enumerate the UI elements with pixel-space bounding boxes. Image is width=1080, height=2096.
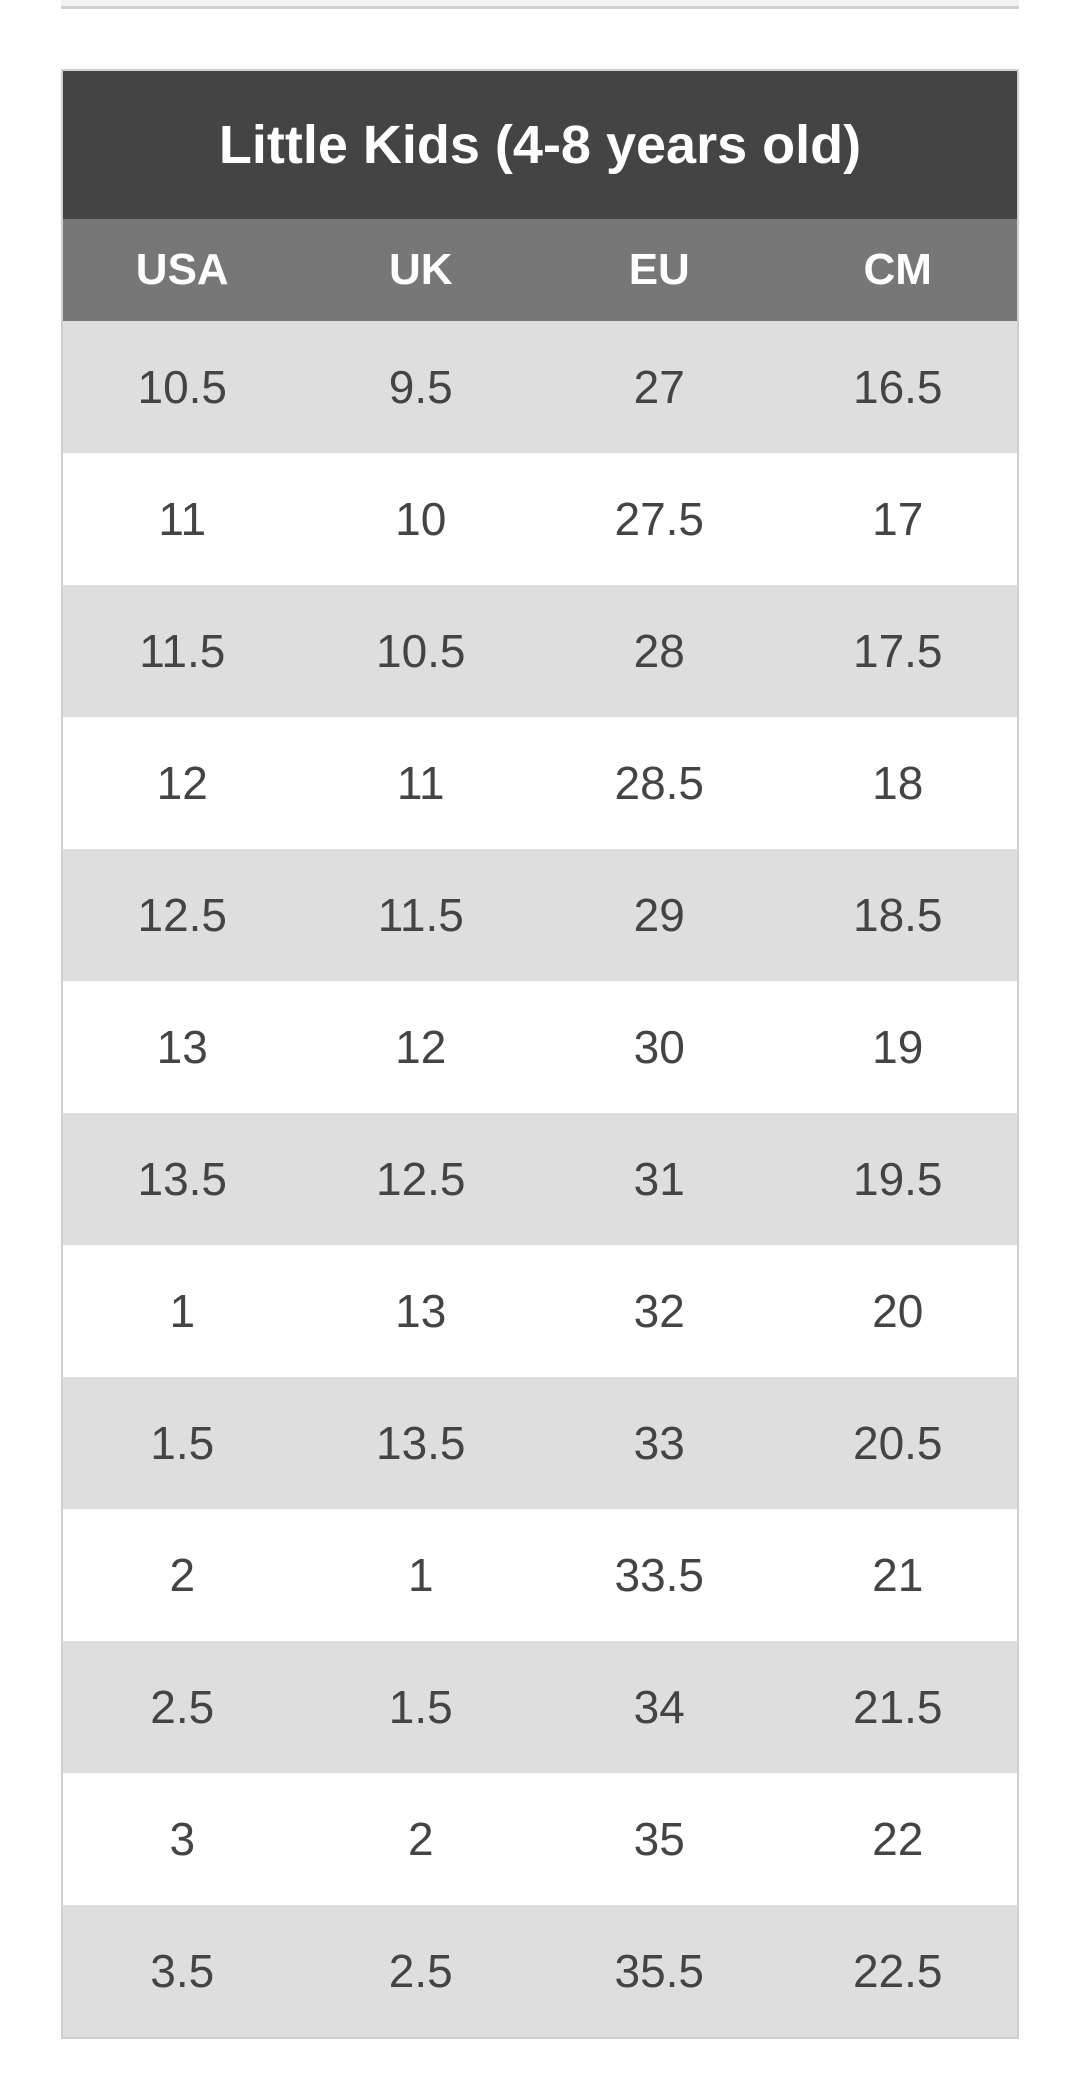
cell-uk: 1.5 — [388, 1681, 453, 1733]
table-row: 13 12 30 19 — [63, 981, 1017, 1113]
cell-usa: 10.5 — [137, 361, 228, 413]
cell-usa: 12 — [156, 757, 208, 809]
cell-uk: 13.5 — [375, 1417, 466, 1469]
cell-eu: 34 — [633, 1681, 685, 1733]
cell-usa: 11.5 — [139, 625, 226, 677]
cell-usa: 2 — [169, 1549, 196, 1601]
table-title: Little Kids (4-8 years old) — [63, 71, 1017, 219]
cell-eu: 30 — [633, 1021, 685, 1073]
table-row: 3 2 35 22 — [63, 1773, 1017, 1905]
table-row: 12.5 11.5 29 18.5 — [63, 849, 1017, 981]
column-header-usa: USA — [135, 245, 229, 294]
previous-table-bottom-edge — [61, 0, 1019, 9]
table-row: 2 1 33.5 21 — [63, 1509, 1017, 1641]
cell-eu: 28 — [633, 625, 685, 677]
cell-uk: 9.5 — [388, 361, 453, 413]
cell-usa: 1 — [169, 1285, 196, 1337]
cell-cm: 20.5 — [852, 1417, 943, 1469]
cell-cm: 20 — [872, 1285, 924, 1337]
cell-usa: 13.5 — [137, 1153, 228, 1205]
column-header-row: USA UK EU CM — [63, 219, 1017, 321]
cell-cm: 17 — [872, 493, 924, 545]
cell-usa: 3 — [169, 1813, 196, 1865]
column-header-cm: CM — [863, 245, 932, 294]
cell-eu: 35.5 — [614, 1945, 705, 1997]
cell-eu: 29 — [633, 889, 685, 941]
cell-uk: 12.5 — [375, 1153, 466, 1205]
table-row: 11 10 27.5 17 — [63, 453, 1017, 585]
size-chart-table: Little Kids (4-8 years old) USA UK EU CM… — [61, 69, 1019, 2039]
cell-cm: 22 — [872, 1813, 924, 1865]
column-header-eu: EU — [628, 245, 690, 294]
table-row: 2.5 1.5 34 21.5 — [63, 1641, 1017, 1773]
cell-usa: 12.5 — [137, 889, 228, 941]
cell-uk: 1 — [407, 1549, 434, 1601]
table-row: 1 13 32 20 — [63, 1245, 1017, 1377]
cell-cm: 19.5 — [852, 1153, 943, 1205]
cell-usa: 1.5 — [150, 1417, 215, 1469]
table-row: 13.5 12.5 31 19.5 — [63, 1113, 1017, 1245]
cell-usa: 11 — [158, 493, 207, 545]
cell-eu: 35 — [633, 1813, 685, 1865]
cell-usa: 13 — [156, 1021, 208, 1073]
cell-eu: 33.5 — [614, 1549, 705, 1601]
cell-eu: 32 — [633, 1285, 685, 1337]
table-row: 3.5 2.5 35.5 22.5 — [63, 1905, 1017, 2037]
cell-uk: 13 — [395, 1285, 447, 1337]
cell-cm: 21.5 — [852, 1681, 943, 1733]
cell-uk: 11 — [396, 757, 445, 809]
cell-uk: 11.5 — [377, 889, 464, 941]
cell-cm: 18.5 — [852, 889, 943, 941]
table-row: 11.5 10.5 28 17.5 — [63, 585, 1017, 717]
cell-eu: 27.5 — [614, 493, 705, 545]
table-row: 12 11 28.5 18 — [63, 717, 1017, 849]
cell-uk: 2.5 — [388, 1945, 453, 1997]
cell-cm: 21 — [872, 1549, 924, 1601]
column-header-uk: UK — [388, 245, 453, 294]
cell-cm: 18 — [872, 757, 924, 809]
cell-cm: 16.5 — [852, 361, 943, 413]
table-row: 10.5 9.5 27 16.5 — [63, 321, 1017, 453]
cell-usa: 3.5 — [150, 1945, 215, 1997]
cell-uk: 12 — [395, 1021, 447, 1073]
cell-uk: 10.5 — [375, 625, 466, 677]
cell-eu: 27 — [633, 361, 685, 413]
cell-eu: 31 — [633, 1153, 685, 1205]
cell-uk: 2 — [407, 1813, 434, 1865]
cell-usa: 2.5 — [150, 1681, 215, 1733]
cell-eu: 33 — [633, 1417, 685, 1469]
cell-eu: 28.5 — [614, 757, 705, 809]
table-row: 1.5 13.5 33 20.5 — [63, 1377, 1017, 1509]
table-body: 10.5 9.5 27 16.5 11 10 27.5 17 11.5 10.5 28 17.5 12 1… — [63, 321, 1017, 2037]
cell-cm: 17.5 — [852, 625, 943, 677]
cell-cm: 22.5 — [852, 1945, 943, 1997]
cell-cm: 19 — [872, 1021, 924, 1073]
cell-uk: 10 — [395, 493, 447, 545]
